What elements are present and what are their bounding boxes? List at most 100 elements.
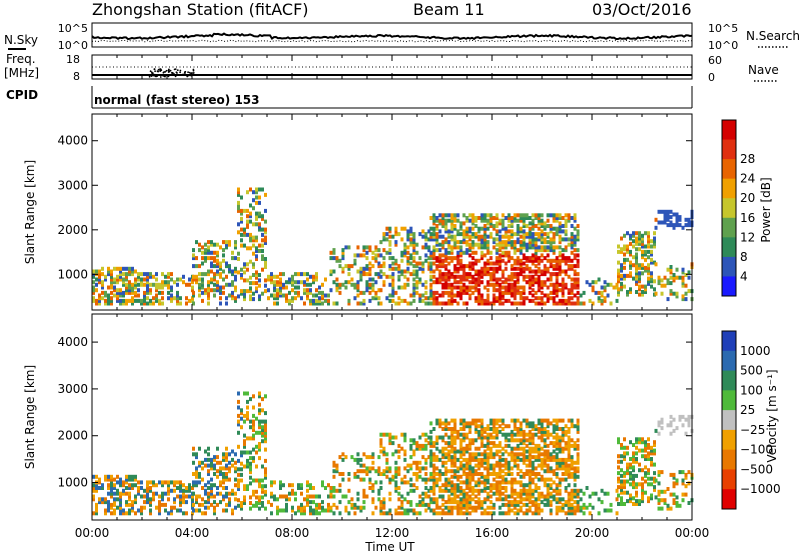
echo-cell xyxy=(228,460,231,465)
echo-cell xyxy=(432,237,436,242)
echo-cell xyxy=(441,245,445,250)
echo-cell xyxy=(456,500,460,505)
echo-cell xyxy=(489,216,493,220)
echo-cell xyxy=(131,483,134,488)
echo-cell xyxy=(252,422,255,427)
echo-cell xyxy=(468,500,472,505)
echo-cell xyxy=(516,277,520,282)
echo-cell xyxy=(161,480,164,485)
echo-cell xyxy=(134,269,137,274)
echo-cell xyxy=(321,483,324,488)
echo-cell xyxy=(152,274,155,279)
echo-cell xyxy=(377,469,381,474)
echo-cell xyxy=(558,480,562,485)
echo-cell xyxy=(412,438,416,443)
echo-cell xyxy=(368,245,372,250)
echo-cell xyxy=(519,491,523,496)
echo-cell xyxy=(146,285,149,290)
echo-cell xyxy=(474,298,478,303)
echo-cell xyxy=(347,280,351,285)
echo-cell xyxy=(657,423,661,428)
echo-cell xyxy=(128,266,131,271)
echo-cell xyxy=(549,457,553,462)
echo-cell xyxy=(486,480,490,485)
echo-cell xyxy=(116,474,119,479)
echo-cell xyxy=(474,269,478,274)
echo-cell xyxy=(207,463,210,468)
echo-cell xyxy=(406,508,410,513)
echo-cell xyxy=(522,460,526,465)
echo-cell xyxy=(528,494,532,499)
echo-cell xyxy=(447,469,451,474)
echo-cell xyxy=(243,450,246,455)
echo-cell xyxy=(543,418,547,423)
echo-cell xyxy=(573,285,577,290)
echo-cell xyxy=(450,427,454,431)
echo-cell xyxy=(573,256,577,261)
echo-cell xyxy=(421,245,425,250)
echo-cell xyxy=(435,472,439,476)
echo-cell xyxy=(483,488,487,493)
echo-cell xyxy=(660,498,664,503)
echo-cell xyxy=(195,500,198,505)
echo-cell xyxy=(504,232,508,237)
echo-cell xyxy=(258,214,261,219)
echo-cell xyxy=(107,298,110,303)
echo-cell xyxy=(368,469,372,474)
echo-cell xyxy=(122,282,125,287)
echo-cell xyxy=(258,243,261,248)
echo-cell xyxy=(606,293,610,298)
echo-cell xyxy=(409,500,413,505)
echo-cell xyxy=(480,488,484,493)
echo-cell xyxy=(617,290,620,294)
echo-cell xyxy=(465,494,469,499)
echo-cell xyxy=(669,431,673,436)
echo-cell xyxy=(650,448,653,453)
echo-cell xyxy=(438,511,442,516)
echo-cell xyxy=(146,296,149,301)
echo-cell xyxy=(543,438,547,443)
echo-cell xyxy=(329,491,333,496)
echo-cell xyxy=(561,438,565,443)
echo-cell xyxy=(95,282,98,287)
echo-cell xyxy=(264,467,267,472)
echo-cell xyxy=(477,296,481,301)
echo-cell xyxy=(672,492,676,497)
echo-cell xyxy=(255,495,258,500)
echo-cell xyxy=(629,473,632,478)
echo-cell xyxy=(489,435,493,440)
echo-cell xyxy=(453,216,457,220)
echo-cell xyxy=(252,436,255,441)
echo-cell xyxy=(131,298,134,303)
echo-cell xyxy=(264,192,267,197)
y-tick-label: 3000 xyxy=(57,178,88,192)
echo-cell xyxy=(552,272,556,277)
echo-cell xyxy=(657,420,661,425)
echo-cell xyxy=(435,497,439,502)
echo-cell xyxy=(347,264,351,269)
echo-cell xyxy=(660,220,664,225)
echo-cell xyxy=(347,301,351,306)
nave-dot xyxy=(165,69,168,72)
echo-cell xyxy=(597,497,601,502)
echo-cell xyxy=(359,508,363,513)
echo-cell xyxy=(576,261,580,266)
echo-cell xyxy=(213,463,216,468)
echo-cell xyxy=(92,269,95,274)
echo-cell xyxy=(258,402,261,407)
echo-cell xyxy=(552,226,556,231)
echo-cell xyxy=(297,486,300,490)
echo-cell xyxy=(534,242,538,247)
echo-cell xyxy=(558,443,562,448)
echo-cell xyxy=(564,258,568,263)
echo-cell xyxy=(173,296,176,301)
echo-cell xyxy=(684,492,688,497)
echo-cell xyxy=(406,245,410,250)
echo-cell xyxy=(456,232,460,237)
echo-cell xyxy=(632,485,635,490)
echo-cell xyxy=(537,296,541,301)
echo-cell xyxy=(537,288,541,293)
echo-cell xyxy=(525,242,529,247)
echo-cell xyxy=(534,511,538,516)
echo-cell xyxy=(474,282,478,287)
